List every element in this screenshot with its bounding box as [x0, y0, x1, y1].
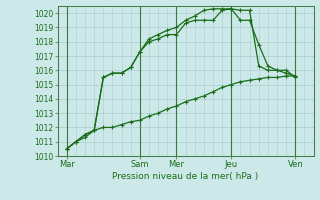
X-axis label: Pression niveau de la mer( hPa ): Pression niveau de la mer( hPa )	[112, 172, 259, 181]
